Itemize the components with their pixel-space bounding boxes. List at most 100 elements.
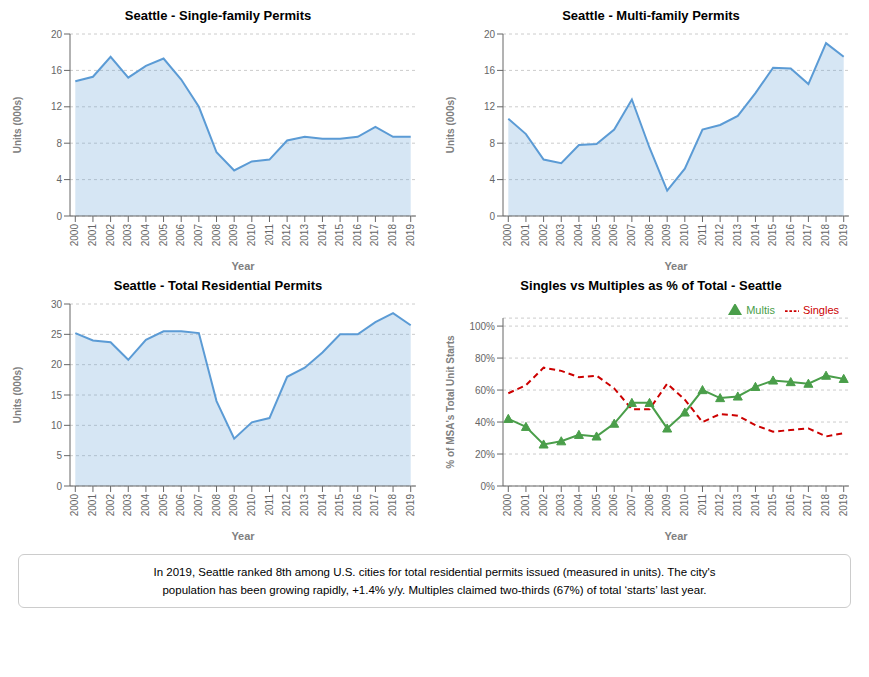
svg-text:4: 4 bbox=[56, 174, 62, 185]
svg-text:2012: 2012 bbox=[281, 494, 292, 517]
svg-text:2019: 2019 bbox=[405, 224, 416, 247]
svg-text:2009: 2009 bbox=[228, 224, 239, 247]
svg-text:2019: 2019 bbox=[838, 494, 849, 517]
svg-text:8: 8 bbox=[489, 138, 495, 149]
svg-text:Units (000s): Units (000s) bbox=[12, 367, 23, 424]
svg-text:2010: 2010 bbox=[679, 224, 690, 247]
svg-text:2011: 2011 bbox=[697, 224, 708, 246]
svg-text:2016: 2016 bbox=[352, 494, 363, 517]
svg-text:2015: 2015 bbox=[334, 494, 345, 517]
svg-text:2011: 2011 bbox=[264, 494, 275, 516]
svg-text:2003: 2003 bbox=[122, 494, 133, 517]
svg-text:16: 16 bbox=[484, 65, 496, 76]
svg-text:100%: 100% bbox=[469, 321, 495, 332]
svg-text:2003: 2003 bbox=[555, 494, 566, 517]
svg-text:Year: Year bbox=[231, 530, 255, 542]
svg-text:2018: 2018 bbox=[387, 494, 398, 517]
svg-text:2017: 2017 bbox=[369, 224, 380, 247]
svg-text:2009: 2009 bbox=[661, 224, 672, 247]
svg-text:2012: 2012 bbox=[281, 224, 292, 247]
svg-text:2004: 2004 bbox=[140, 494, 151, 517]
svg-text:2007: 2007 bbox=[193, 494, 204, 517]
svg-text:2010: 2010 bbox=[246, 494, 257, 517]
svg-text:2014: 2014 bbox=[317, 494, 328, 517]
svg-text:2016: 2016 bbox=[785, 224, 796, 247]
svg-text:60%: 60% bbox=[475, 385, 495, 396]
svg-text:0: 0 bbox=[56, 481, 62, 492]
svg-text:2012: 2012 bbox=[714, 224, 725, 247]
svg-text:2002: 2002 bbox=[538, 494, 549, 517]
svg-text:2011: 2011 bbox=[264, 224, 275, 246]
svg-text:2018: 2018 bbox=[820, 494, 831, 517]
svg-text:2017: 2017 bbox=[369, 494, 380, 517]
svg-text:2005: 2005 bbox=[591, 224, 602, 247]
svg-text:2018: 2018 bbox=[820, 224, 831, 247]
svg-text:2016: 2016 bbox=[785, 494, 796, 517]
svg-text:80%: 80% bbox=[475, 353, 495, 364]
svg-text:Year: Year bbox=[664, 530, 688, 542]
svg-text:2013: 2013 bbox=[732, 494, 743, 517]
svg-text:2009: 2009 bbox=[228, 494, 239, 517]
svg-text:2000: 2000 bbox=[502, 224, 513, 247]
svg-text:12: 12 bbox=[51, 101, 63, 112]
svg-text:2002: 2002 bbox=[105, 224, 116, 247]
svg-text:2016: 2016 bbox=[352, 224, 363, 247]
svg-text:2017: 2017 bbox=[802, 494, 813, 517]
svg-text:2000: 2000 bbox=[69, 494, 80, 517]
svg-text:Year: Year bbox=[231, 260, 255, 272]
svg-text:2013: 2013 bbox=[732, 224, 743, 247]
svg-text:20: 20 bbox=[51, 359, 63, 370]
svg-text:20%: 20% bbox=[475, 449, 495, 460]
svg-text:Units (000s): Units (000s) bbox=[445, 97, 456, 154]
svg-text:30: 30 bbox=[51, 299, 63, 310]
svg-text:2013: 2013 bbox=[299, 224, 310, 247]
svg-text:15: 15 bbox=[51, 390, 63, 401]
svg-text:2006: 2006 bbox=[175, 494, 186, 517]
svg-text:2010: 2010 bbox=[246, 224, 257, 247]
svg-text:2006: 2006 bbox=[608, 224, 619, 247]
svg-text:2002: 2002 bbox=[105, 494, 116, 517]
svg-text:2001: 2001 bbox=[520, 494, 531, 517]
svg-text:2000: 2000 bbox=[502, 494, 513, 517]
svg-text:2001: 2001 bbox=[520, 224, 531, 247]
svg-text:2004: 2004 bbox=[140, 224, 151, 247]
svg-text:2019: 2019 bbox=[405, 494, 416, 517]
svg-text:2002: 2002 bbox=[538, 224, 549, 247]
svg-text:2007: 2007 bbox=[626, 494, 637, 517]
svg-text:2015: 2015 bbox=[767, 224, 778, 247]
svg-text:2005: 2005 bbox=[591, 494, 602, 517]
svg-text:2006: 2006 bbox=[175, 224, 186, 247]
svg-text:2008: 2008 bbox=[211, 224, 222, 247]
svg-text:2006: 2006 bbox=[608, 494, 619, 517]
svg-text:2003: 2003 bbox=[555, 224, 566, 247]
svg-text:2001: 2001 bbox=[87, 224, 98, 247]
svg-text:2017: 2017 bbox=[802, 224, 813, 247]
svg-text:2011: 2011 bbox=[697, 494, 708, 516]
svg-text:2009: 2009 bbox=[661, 494, 672, 517]
svg-text:2008: 2008 bbox=[211, 494, 222, 517]
svg-text:2008: 2008 bbox=[644, 494, 655, 517]
svg-text:4: 4 bbox=[489, 174, 495, 185]
svg-text:2000: 2000 bbox=[69, 224, 80, 247]
svg-text:20: 20 bbox=[51, 29, 63, 40]
svg-text:Year: Year bbox=[664, 260, 688, 272]
svg-text:2001: 2001 bbox=[87, 494, 98, 517]
svg-text:2018: 2018 bbox=[387, 224, 398, 247]
svg-text:2014: 2014 bbox=[317, 224, 328, 247]
svg-text:40%: 40% bbox=[475, 417, 495, 428]
svg-text:0: 0 bbox=[56, 211, 62, 222]
svg-text:20: 20 bbox=[484, 29, 496, 40]
svg-text:% of MSA's Total Unit Starts: % of MSA's Total Unit Starts bbox=[445, 335, 456, 469]
svg-text:2007: 2007 bbox=[626, 224, 637, 247]
svg-text:2005: 2005 bbox=[158, 494, 169, 517]
svg-text:2015: 2015 bbox=[767, 494, 778, 517]
svg-text:2008: 2008 bbox=[644, 224, 655, 247]
svg-text:2013: 2013 bbox=[299, 494, 310, 517]
svg-text:2019: 2019 bbox=[838, 224, 849, 247]
svg-text:2005: 2005 bbox=[158, 224, 169, 247]
svg-text:0: 0 bbox=[489, 211, 495, 222]
svg-text:2015: 2015 bbox=[334, 224, 345, 247]
svg-text:2010: 2010 bbox=[679, 494, 690, 517]
svg-text:5: 5 bbox=[56, 450, 62, 461]
svg-text:2004: 2004 bbox=[573, 224, 584, 247]
